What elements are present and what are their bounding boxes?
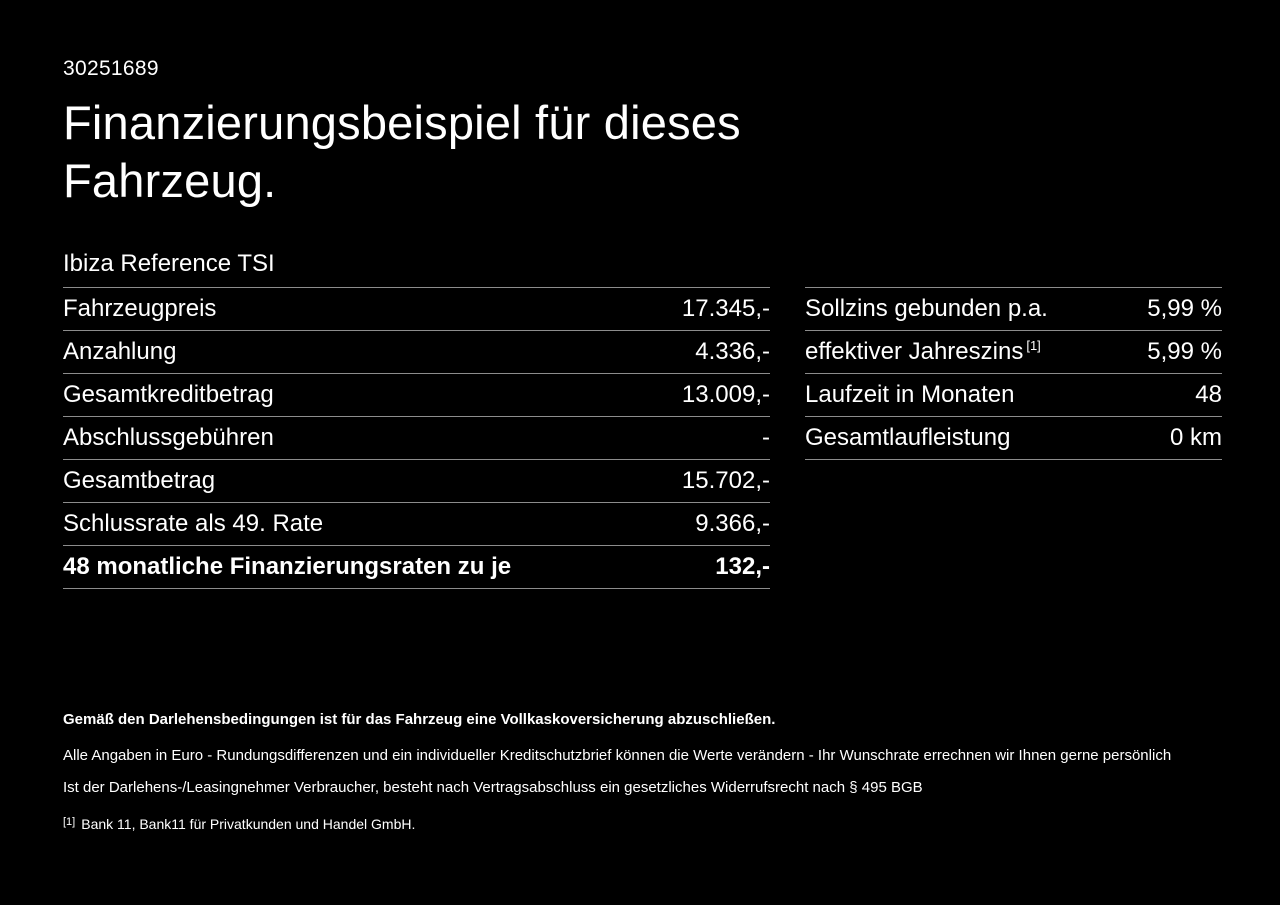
- table-row-gesamtlaufleistung: Gesamtlaufleistung 0 km: [805, 417, 1222, 460]
- row-label-text: Gesamtlaufleistung: [805, 424, 1011, 451]
- row-label-text: effektiver Jahreszins: [805, 338, 1024, 365]
- row-value: 4.336,-: [695, 338, 770, 365]
- table-row-gesamtkreditbetrag: Gesamtkreditbetrag 13.009,-: [63, 374, 770, 417]
- disclaimer-note-2: Ist der Darlehens-/Leasingnehmer Verbrau…: [63, 779, 923, 796]
- table-row-effektiver-jahreszins: effektiver Jahreszins [1] 5,99 %: [805, 331, 1222, 374]
- row-label: Gesamtkreditbetrag: [63, 381, 274, 408]
- footnote-marker: [1]: [63, 816, 76, 828]
- footer-notes: Gemäß den Darlehensbedingungen ist für d…: [63, 708, 1213, 832]
- row-value: 5,99 %: [1147, 338, 1222, 365]
- page-title: Finanzierungsbeispiel für dieses Fahrzeu…: [63, 94, 741, 210]
- table-row-laufzeit: Laufzeit in Monaten 48: [805, 374, 1222, 417]
- row-label: Schlussrate als 49. Rate: [63, 510, 324, 537]
- table-row-anzahlung: Anzahlung 4.336,-: [63, 331, 770, 374]
- row-label: Fahrzeugpreis: [63, 295, 217, 322]
- row-label-text: Laufzeit in Monaten: [805, 381, 1015, 408]
- row-label: Laufzeit in Monaten: [805, 381, 1014, 409]
- row-value: 48: [1195, 381, 1222, 408]
- footnote-text: Bank 11, Bank11 für Privatkunden und Han…: [81, 816, 416, 832]
- conditions-table: Sollzins gebunden p.a. 5,99 % effektiver…: [805, 287, 1222, 460]
- row-label: Sollzins gebunden p.a.: [805, 295, 1048, 323]
- footnote: [1] Bank 11, Bank11 für Privatkunden und …: [63, 816, 1213, 832]
- row-value: -: [762, 424, 770, 451]
- row-label: Gesamtlaufleistung: [805, 424, 1010, 452]
- page-title-line-1: Finanzierungsbeispiel für dieses: [63, 96, 741, 149]
- row-label: Abschlussgebühren: [63, 424, 274, 451]
- row-value: 13.009,-: [681, 381, 770, 408]
- row-label: 48 monatliche Finanzierungsraten zu je: [63, 553, 512, 580]
- row-label: effektiver Jahreszins [1]: [805, 338, 1041, 366]
- row-value: 0 km: [1169, 424, 1222, 451]
- row-value: 132,-: [715, 553, 770, 580]
- row-label: Gesamtbetrag: [63, 467, 216, 494]
- row-value: 15.702,-: [681, 467, 770, 494]
- insurance-note: Gemäß den Darlehensbedingungen ist für d…: [63, 711, 776, 728]
- row-value: 17.345,-: [681, 295, 770, 322]
- table-row-abschlussgebuehren: Abschlussgebühren -: [63, 417, 770, 460]
- listing-id: 30251689: [63, 57, 159, 80]
- row-label-text: Sollzins gebunden p.a.: [805, 295, 1048, 322]
- table-row-gesamtbetrag: Gesamtbetrag 15.702,-: [63, 460, 770, 503]
- row-value: 5,99 %: [1147, 295, 1222, 322]
- table-row-monatsrate: 48 monatliche Finanzierungsraten zu je 1…: [63, 546, 770, 589]
- page-title-line-2: Fahrzeug.: [63, 154, 277, 207]
- row-value: 9.366,-: [695, 510, 770, 537]
- financing-table: Fahrzeugpreis 17.345,- Anzahlung 4.336,-…: [63, 287, 770, 589]
- footnote-reference: [1]: [1026, 338, 1041, 353]
- row-label: Anzahlung: [63, 338, 177, 365]
- table-row-sollzins: Sollzins gebunden p.a. 5,99 %: [805, 288, 1222, 331]
- disclaimer-note-1: Alle Angaben in Euro - Rundungsdifferenz…: [63, 747, 1172, 764]
- vehicle-model: Ibiza Reference TSI: [63, 250, 275, 277]
- table-row-fahrzeugpreis: Fahrzeugpreis 17.345,-: [63, 288, 770, 331]
- table-row-schlussrate: Schlussrate als 49. Rate 9.366,-: [63, 503, 770, 546]
